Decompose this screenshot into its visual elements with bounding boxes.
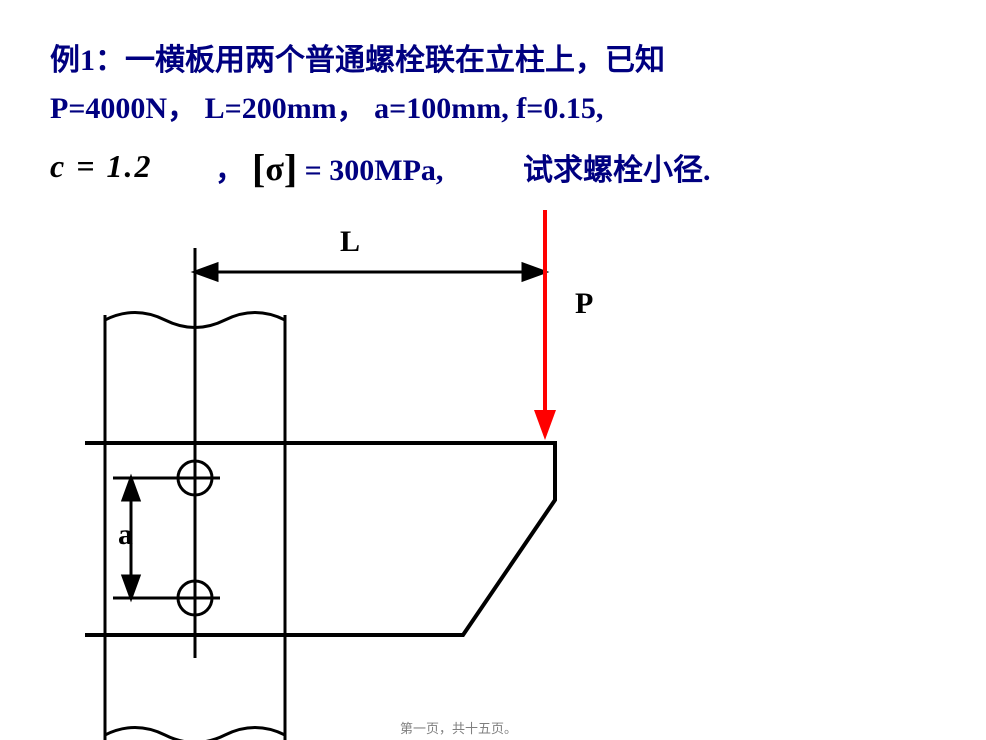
bolt-top [170, 453, 220, 503]
dimension-a [113, 478, 170, 598]
force-P-arrow [534, 210, 556, 440]
slide-page: 例1：一横板用两个普通螺栓联在立柱上，已知 P=4000N， L=200mm， … [0, 0, 986, 740]
dimension-L [195, 260, 545, 284]
plate [85, 443, 555, 635]
bolt-bottom [170, 573, 220, 623]
engineering-diagram [0, 0, 986, 740]
